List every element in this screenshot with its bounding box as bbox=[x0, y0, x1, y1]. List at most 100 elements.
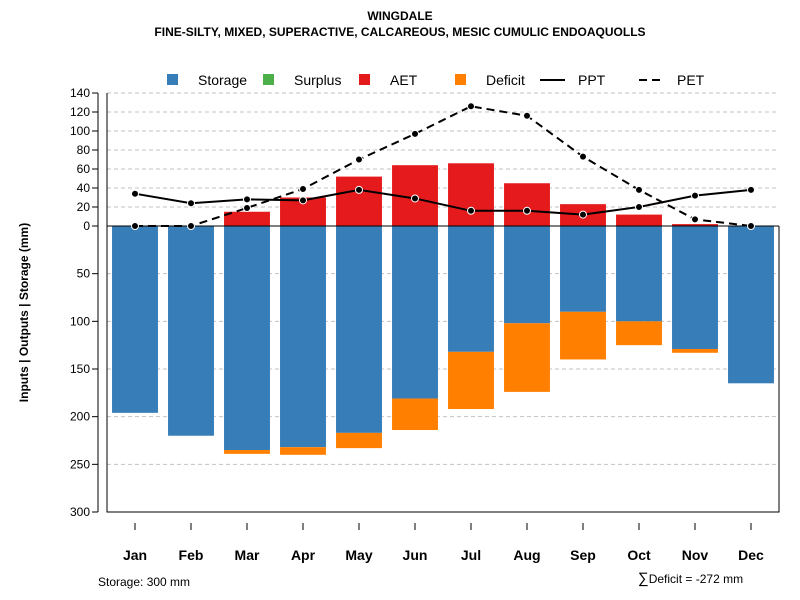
ppt-point bbox=[635, 203, 643, 211]
y-tick-label: 100 bbox=[70, 314, 90, 328]
chart-title: WINGDALE bbox=[367, 9, 433, 23]
legend-item-pet: PET bbox=[639, 72, 705, 88]
pet-point bbox=[131, 222, 139, 230]
y-tick-label: 100 bbox=[70, 124, 90, 138]
aet-bar bbox=[448, 163, 494, 226]
deficit-bar bbox=[616, 321, 662, 346]
plot-frame bbox=[106, 93, 780, 513]
ppt-point bbox=[579, 210, 587, 219]
storage-bar bbox=[336, 226, 382, 433]
ppt-point bbox=[355, 185, 363, 194]
deficit-bar bbox=[280, 447, 326, 455]
storage-bar bbox=[392, 226, 438, 399]
aet-bar bbox=[616, 214, 662, 226]
storage-bar bbox=[448, 226, 494, 352]
deficit-note-text: Deficit = -272 mm bbox=[648, 572, 744, 586]
x-tick-label: Oct bbox=[627, 547, 651, 563]
deficit-bar bbox=[448, 351, 494, 410]
y-tick-label: 300 bbox=[70, 505, 90, 519]
pet-point bbox=[523, 111, 531, 120]
x-tick-label: May bbox=[345, 547, 372, 563]
legend-item-deficit: Deficit bbox=[455, 72, 525, 88]
legend-label: PPT bbox=[578, 72, 606, 88]
x-tick-label: Jun bbox=[403, 547, 428, 563]
pet-point bbox=[299, 184, 307, 193]
ppt-point bbox=[523, 206, 531, 215]
x-tick-label: Feb bbox=[179, 547, 204, 563]
storage-bar bbox=[112, 226, 158, 413]
y-tick-label: 0 bbox=[83, 219, 90, 233]
ppt-point bbox=[747, 185, 755, 194]
ppt-line bbox=[134, 188, 752, 216]
legend-item-surplus: Surplus bbox=[263, 72, 341, 88]
legend-label: AET bbox=[390, 72, 418, 88]
x-tick-label: Apr bbox=[291, 547, 316, 563]
y-tick-label: 60 bbox=[77, 162, 91, 176]
pet-point bbox=[635, 185, 643, 194]
ppt-point bbox=[467, 206, 475, 215]
storage-bar bbox=[168, 226, 214, 436]
chart-subtitle: FINE-SILTY, MIXED, SUPERACTIVE, CALCAREO… bbox=[154, 25, 646, 39]
storage-bar bbox=[560, 226, 606, 312]
pet-point bbox=[411, 129, 419, 138]
storage-bar bbox=[224, 226, 270, 451]
ppt-point bbox=[299, 196, 307, 205]
x-tick-label: Nov bbox=[682, 547, 709, 563]
legend-label: Surplus bbox=[294, 72, 341, 88]
deficit-bar bbox=[504, 323, 550, 392]
ppt-point bbox=[131, 189, 139, 198]
legend-label: PET bbox=[677, 72, 705, 88]
legend-swatch bbox=[359, 74, 370, 85]
pet-point bbox=[747, 222, 755, 230]
pet-point bbox=[187, 222, 195, 230]
storage-bar bbox=[504, 226, 550, 324]
x-tick-label: Sep bbox=[570, 547, 596, 563]
deficit-bar bbox=[560, 311, 606, 360]
legend-item-aet: AET bbox=[359, 72, 418, 88]
y-axis-label: Inputs | Outputs | Storage (mm) bbox=[17, 223, 31, 402]
y-tick-label: 200 bbox=[70, 410, 90, 424]
aet-bar bbox=[336, 176, 382, 226]
legend-label: Storage bbox=[198, 72, 247, 88]
x-tick-label: Mar bbox=[235, 547, 260, 563]
ppt-point bbox=[411, 194, 419, 203]
pet-line bbox=[135, 105, 752, 227]
pet-point bbox=[467, 102, 475, 111]
x-tick-label: Aug bbox=[513, 547, 540, 563]
y-tick-label: 120 bbox=[70, 105, 90, 119]
ppt-point bbox=[243, 195, 251, 204]
y-tick-label: 150 bbox=[70, 362, 90, 376]
deficit-note: ∑Deficit = -272 mm bbox=[638, 570, 743, 587]
x-tick-label: Jan bbox=[123, 547, 147, 563]
y-tick-label: 140 bbox=[70, 86, 90, 100]
x-tick-label: Dec bbox=[738, 547, 764, 563]
deficit-bar bbox=[224, 450, 270, 454]
storage-note: Storage: 300 mm bbox=[98, 575, 191, 589]
deficit-bar bbox=[392, 398, 438, 431]
legend-label: Deficit bbox=[486, 72, 525, 88]
ppt-point bbox=[187, 199, 195, 208]
legend-item-ppt: PPT bbox=[540, 72, 606, 88]
sigma-symbol: ∑ bbox=[638, 570, 649, 587]
pet-point bbox=[355, 155, 363, 164]
pet-point bbox=[243, 203, 251, 212]
y-tick-label: 250 bbox=[70, 457, 90, 471]
aet-bar bbox=[672, 224, 718, 226]
deficit-bar bbox=[336, 432, 382, 449]
y-tick-label: 20 bbox=[77, 200, 91, 214]
storage-bar bbox=[728, 226, 774, 384]
legend-swatch bbox=[263, 74, 274, 85]
aet-bar bbox=[224, 211, 270, 226]
y-tick-label: 50 bbox=[77, 267, 91, 281]
storage-bar bbox=[616, 226, 662, 322]
y-tick-label: 40 bbox=[77, 181, 91, 195]
y-tick-label: 80 bbox=[77, 143, 91, 157]
pet-point bbox=[579, 152, 587, 161]
x-tick-label: Jul bbox=[461, 547, 481, 563]
legend-swatch bbox=[167, 74, 178, 85]
ppt-point bbox=[691, 191, 699, 200]
storage-bar bbox=[672, 226, 718, 349]
pet-point bbox=[691, 215, 699, 224]
legend-item-storage: Storage bbox=[167, 72, 247, 88]
